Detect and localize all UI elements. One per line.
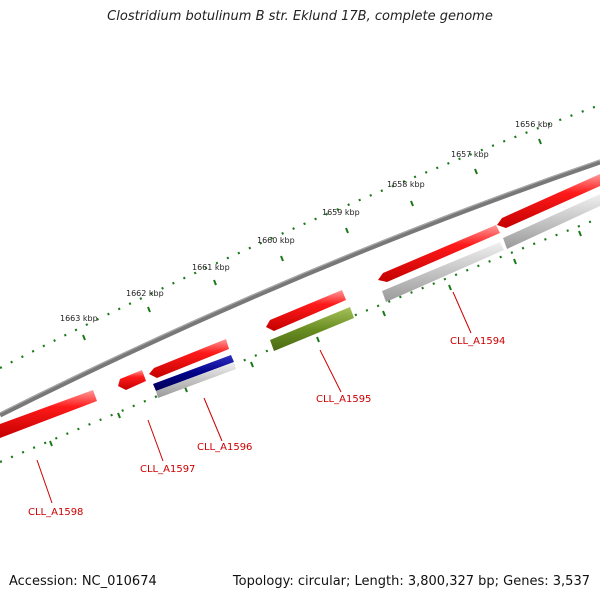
genome-backbone (0, 159, 600, 418)
gene-CLL_A1598[interactable] (0, 390, 97, 438)
gene-arrow-CLL_A1595[interactable] (266, 290, 346, 331)
gene-CLL_A1596[interactable] (149, 339, 236, 398)
topology-text: Topology: circular; Length: 3,800,327 bp… (232, 574, 590, 589)
tick-label-1660: 1660 kbp (257, 236, 295, 245)
gene-CLL_A1594[interactable] (378, 174, 600, 302)
gene-label-CLL_A1597[interactable]: CLL_A1597 (140, 464, 195, 475)
gene-arrow-CLL_A1597[interactable] (118, 370, 146, 390)
gene-label-CLL_A1596[interactable]: CLL_A1596 (197, 442, 252, 453)
gene-label-CLL_A1595[interactable]: CLL_A1595 (316, 394, 371, 405)
gene-arrow-CLL_A1594b[interactable] (497, 174, 600, 228)
gene-arrow-CLL_A1594[interactable] (378, 225, 500, 282)
leader-lines (36, 291, 472, 504)
tick-label-1656: 1656 kbp (515, 120, 553, 129)
tick-label-1663: 1663 kbp (60, 314, 98, 323)
gene-feature-CLL_A1595[interactable] (270, 307, 354, 351)
gene-CLL_A1595[interactable] (266, 290, 354, 351)
gene-feature-CLL_A1596[interactable] (153, 355, 234, 391)
gene-feature-CLL_A1596b[interactable] (156, 362, 236, 398)
gene-label-CLL_A1594[interactable]: CLL_A1594 (450, 336, 505, 347)
gene-arrow-CLL_A1596[interactable] (149, 339, 229, 378)
accession-text: Accession: NC_010674 (9, 574, 157, 589)
genome-backbone-highlight (0, 159, 600, 414)
tick-label-1661: 1661 kbp (192, 263, 230, 272)
gene-label-CLL_A1598[interactable]: CLL_A1598 (28, 507, 83, 518)
tick-label-1659: 1659 kbp (322, 208, 360, 217)
gene-feature-CLL_A1594b[interactable] (503, 194, 600, 249)
gene-CLL_A1597[interactable] (118, 370, 146, 390)
gene-feature-CLL_A1594[interactable] (382, 242, 504, 302)
map-title: Clostridium botulinum B str. Eklund 17B,… (107, 9, 493, 24)
tick-label-1662: 1662 kbp (126, 289, 164, 298)
outer-major-ticks (82, 138, 542, 341)
outer-tick-ring (0, 103, 600, 369)
tick-label-1657: 1657 kbp (451, 150, 489, 159)
tick-label-1658: 1658 kbp (387, 180, 425, 189)
gene-arrow-CLL_A1598[interactable] (0, 390, 97, 438)
